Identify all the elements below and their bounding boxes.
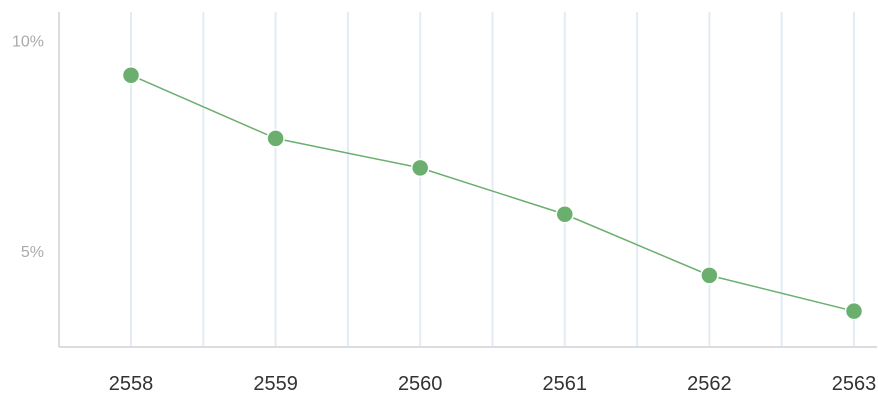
data-point [410,158,430,178]
data-point [844,301,864,321]
gridlines [130,12,855,347]
tick-labels: 5% 10% 2558 2559 2560 2561 2562 2563 [12,33,877,395]
data-point [266,129,285,148]
data-point [555,205,575,224]
data-point [700,266,719,285]
data-point [121,65,141,85]
x-tick-label: 2562 [687,373,732,392]
series-line [130,74,855,312]
x-tick-label: 2559 [253,373,298,392]
x-tick-label: 2561 [543,373,588,392]
x-tick-label: 2558 [109,373,154,392]
x-tick-label: 2563 [832,373,877,392]
y-tick-label: 5% [21,244,44,261]
y-tick-label: 10% [12,33,44,50]
axes [58,12,877,348]
series [121,65,864,321]
x-tick-label: 2560 [398,373,443,392]
